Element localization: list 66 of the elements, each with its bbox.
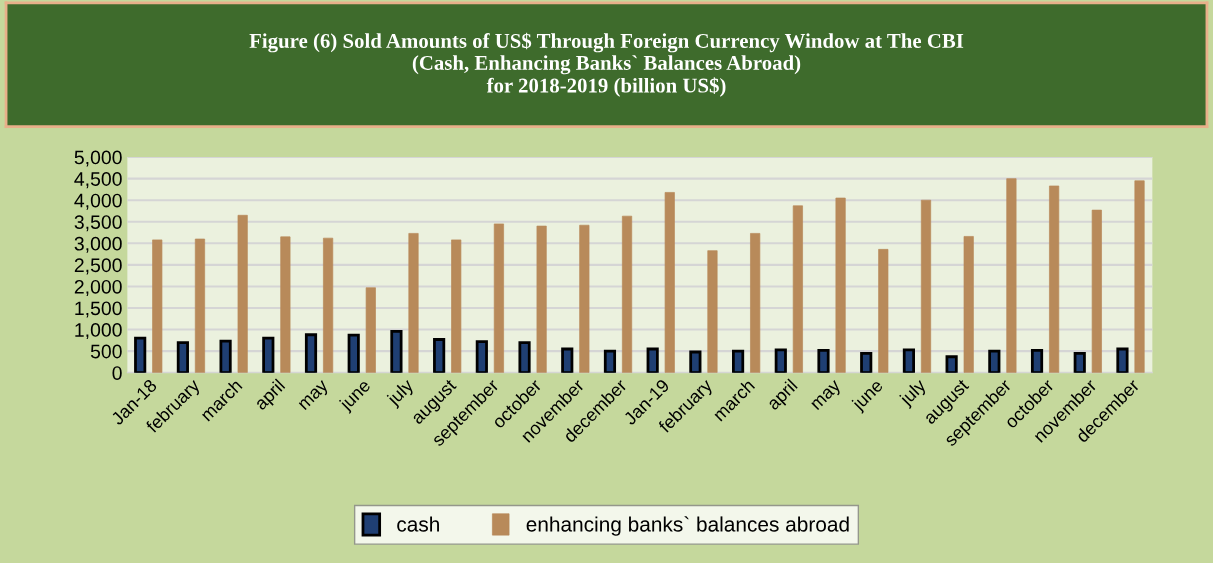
x-tick-label: july	[385, 377, 417, 409]
y-tick-label: 3,500	[74, 215, 122, 232]
bar	[1091, 209, 1102, 373]
bar	[774, 348, 787, 373]
bar	[561, 347, 574, 373]
bar	[134, 336, 147, 373]
y-tick-label: 0	[112, 366, 122, 380]
bar	[1049, 185, 1060, 373]
bar	[689, 350, 702, 373]
bar	[408, 233, 419, 373]
bar	[988, 349, 1001, 373]
bar	[945, 355, 958, 373]
x-tick-label: may	[298, 379, 332, 413]
bar	[920, 199, 932, 373]
bar	[304, 333, 318, 373]
bar	[817, 348, 830, 373]
bar	[646, 347, 659, 373]
bar	[1073, 351, 1086, 373]
x-tick-label: july	[897, 377, 930, 409]
bar	[792, 205, 803, 373]
y-tick-label: 2,500	[74, 258, 122, 275]
bar	[835, 197, 846, 373]
bar	[390, 329, 403, 373]
y-tick-label: 1,000	[75, 323, 122, 340]
y-tick-label: 4,500	[74, 172, 122, 189]
bar	[1030, 348, 1044, 373]
x-tick-label: may	[811, 379, 844, 413]
bar	[365, 287, 376, 373]
bar	[518, 341, 531, 373]
bar	[603, 349, 617, 373]
bar	[579, 224, 590, 373]
legend-label: enhancing banks` balances abroad	[526, 516, 849, 536]
bar	[664, 192, 675, 373]
bar	[732, 349, 745, 373]
bar	[451, 239, 462, 373]
bar	[1116, 347, 1129, 373]
bar	[323, 237, 334, 373]
bar	[176, 341, 189, 373]
y-tick-label: 5,000	[74, 150, 122, 167]
bar	[347, 333, 360, 373]
bar	[237, 214, 248, 373]
bar	[750, 233, 761, 373]
bar	[1134, 180, 1145, 373]
y-tick-label: 3,000	[74, 236, 122, 253]
bar	[878, 249, 889, 373]
bar	[860, 351, 873, 373]
y-tick-label: 1,500	[75, 301, 122, 318]
y-tick-label: 2,000	[74, 279, 122, 296]
bar	[493, 223, 504, 373]
bar	[433, 338, 446, 373]
y-tick-label: 4,000	[74, 193, 122, 210]
bar	[152, 239, 163, 373]
bar	[622, 215, 633, 373]
bar	[963, 236, 974, 373]
legend-label: cash	[397, 516, 439, 532]
bar	[280, 236, 291, 373]
bar	[219, 339, 232, 373]
chart-title: Figure (6) Sold Amounts of US$ Through Foreign Currency Window at The CBI (Cash, Enhancing Banks` Balances Abroad) for 2018-2019 (billion US$)	[249, 32, 964, 97]
bar	[902, 348, 915, 373]
bar	[194, 238, 206, 373]
bar	[707, 250, 718, 373]
bar	[475, 340, 488, 373]
bar	[262, 336, 275, 373]
y-tick-label: 500	[90, 344, 122, 359]
bar	[1006, 178, 1017, 373]
bar	[536, 225, 547, 373]
